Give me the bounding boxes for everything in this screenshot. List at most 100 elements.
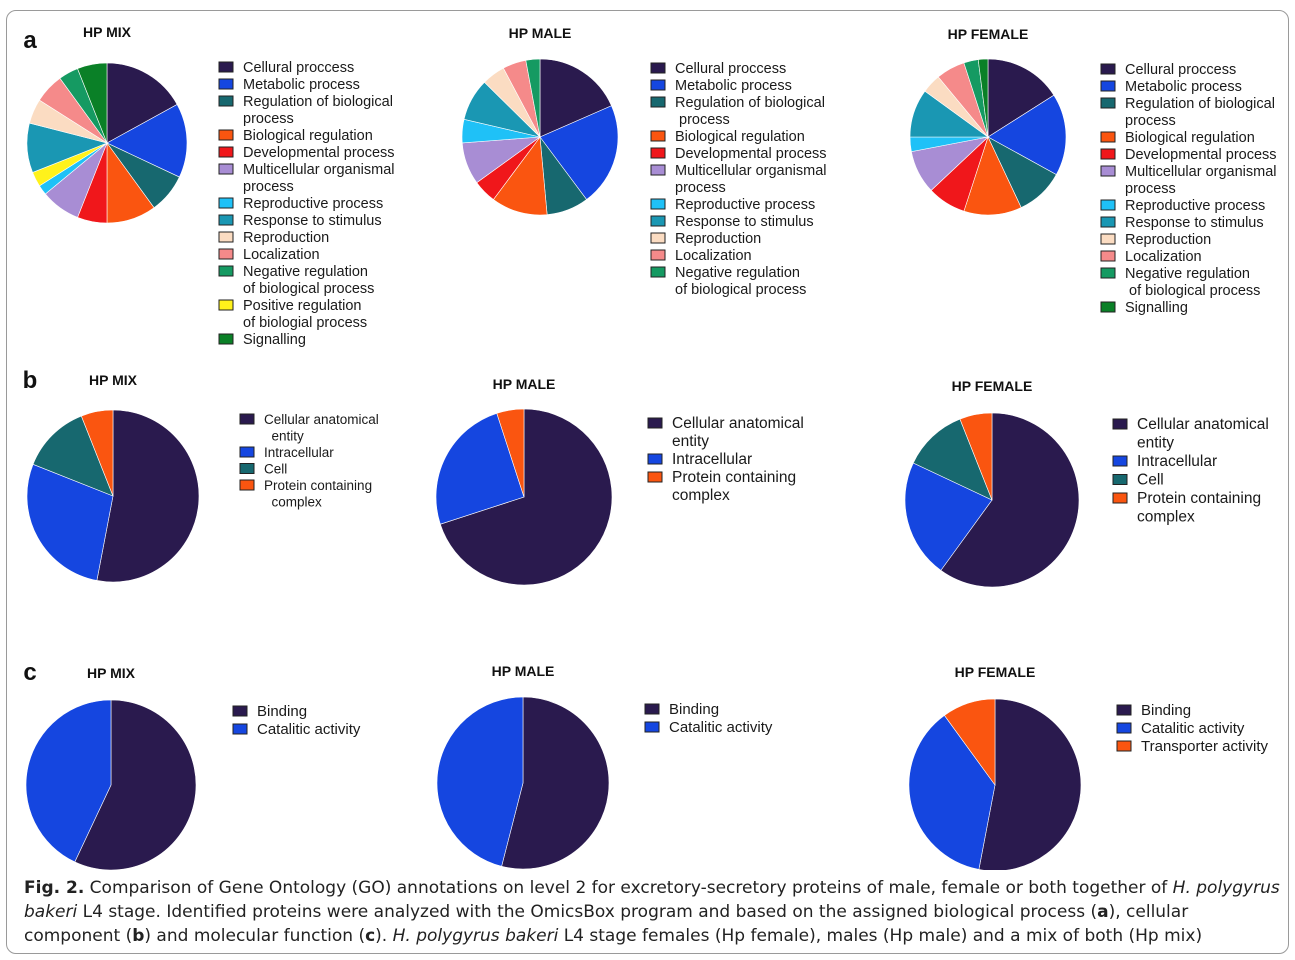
- caption-text: ) and molecular function (: [144, 926, 366, 946]
- legend-label: Protein containing: [672, 469, 796, 486]
- legend-swatch: [650, 198, 666, 210]
- caption-text: Comparison of Gene Ontology (GO) annotat…: [84, 878, 1173, 898]
- legend-label: Reproductive process: [243, 196, 383, 212]
- legend-swatch: [218, 299, 234, 311]
- pie-slice: [539, 105, 619, 200]
- chart-title: HP MALE: [509, 25, 572, 41]
- caption-panel-ref: b: [132, 926, 145, 946]
- legend-label: of biologial process: [243, 315, 367, 331]
- caption-panel-ref: a: [1097, 902, 1109, 922]
- legend-label: Cell: [264, 462, 287, 477]
- legend-swatch: [232, 723, 248, 735]
- pie-slice: [912, 418, 993, 501]
- legend-label: Reproduction: [675, 231, 761, 247]
- legend-swatch: [650, 62, 666, 74]
- legend-label: complex: [264, 495, 322, 510]
- legend-swatch: [218, 129, 234, 141]
- chart-title: HP MALE: [492, 663, 555, 679]
- legend-swatch: [1100, 216, 1116, 228]
- legend-label: Multicellular organismal: [675, 163, 827, 179]
- pie-slice: [435, 412, 525, 525]
- legend-swatch: [1100, 80, 1116, 92]
- legend-swatch: [239, 463, 255, 474]
- pie-slice: [96, 409, 200, 583]
- legend-label: process: [243, 111, 294, 127]
- legend-swatch: [218, 231, 234, 243]
- legend-swatch: [1116, 704, 1132, 716]
- pie-slice: [987, 58, 1055, 138]
- legend-label: complex: [672, 487, 730, 504]
- legend-label: complex: [1137, 509, 1195, 526]
- pie-slice: [977, 58, 989, 138]
- legend-swatch: [239, 413, 255, 425]
- legend-label: Signalling: [243, 332, 306, 348]
- legend-label: Negative regulation: [243, 264, 368, 280]
- legend-label: process: [675, 112, 730, 128]
- caption-label: Fig. 2.: [24, 878, 85, 898]
- legend-swatch: [239, 446, 255, 458]
- legend-label: Biological regulation: [243, 128, 373, 144]
- legend-label: entity: [672, 433, 709, 450]
- legend-swatch: [647, 417, 663, 429]
- pie-slice: [978, 698, 1082, 870]
- pie-slice: [525, 58, 541, 138]
- legend-label: Regulation of biological: [1125, 96, 1275, 112]
- legend-label: Protein containing: [264, 478, 372, 493]
- panel-letter-a: a: [23, 27, 37, 54]
- legend-label: process: [243, 179, 294, 195]
- legend-label: Metabolic process: [675, 78, 792, 94]
- legend-label: Transporter activity: [1141, 738, 1268, 755]
- legend-label: Regulation of biological: [243, 94, 393, 110]
- legend-label: Localization: [675, 248, 752, 264]
- legend-swatch: [232, 705, 248, 717]
- legend-label: Protein containing: [1137, 490, 1261, 507]
- legend-swatch: [650, 232, 666, 244]
- caption-text: L4 stage. Identified proteins were analy…: [77, 902, 1098, 922]
- legend-label: Binding: [1141, 702, 1191, 719]
- pie-slice: [25, 699, 112, 863]
- legend-label: Reproduction: [243, 230, 329, 246]
- legend-swatch: [1116, 740, 1132, 752]
- legend-swatch: [650, 215, 666, 227]
- legend-label: Catalitic activity: [669, 719, 773, 736]
- legend-label: Intracellular: [672, 451, 752, 468]
- legend-label: Biological regulation: [1125, 130, 1255, 146]
- legend-label: Response to stimulus: [1125, 215, 1264, 231]
- legend-label: Cellular anatomical: [672, 415, 804, 432]
- legend-label: Cellural proccess: [1125, 62, 1236, 78]
- chart-title: HP FEMALE: [955, 664, 1036, 680]
- legend-swatch: [218, 248, 234, 260]
- legend-label: Intracellular: [1137, 453, 1217, 470]
- caption-panel-ref: c: [365, 926, 376, 946]
- legend-swatch: [650, 164, 666, 176]
- legend-label: Multicellular organismal: [1125, 164, 1277, 180]
- legend-label: entity: [264, 429, 304, 444]
- legend-label: Multicellular organismal: [243, 162, 395, 178]
- legend-label: Regulation of biological: [675, 95, 825, 111]
- pie-slice: [106, 104, 188, 178]
- pie-slice: [80, 409, 114, 497]
- legend-swatch: [650, 96, 666, 108]
- pie-slice: [26, 463, 114, 581]
- legend-swatch: [644, 721, 660, 733]
- chart-title: HP MIX: [87, 665, 136, 681]
- legend-swatch: [218, 163, 234, 175]
- legend-label: of biological process: [1125, 283, 1260, 299]
- caption-text: L4 stage females (Hp female), males (Hp …: [558, 926, 1203, 946]
- legend-label: entity: [1137, 435, 1174, 452]
- legend-label: Catalitic activity: [1141, 720, 1245, 737]
- pie-chart-b-hp-male: HP MALE Cellular anatomicalentityIntracel…: [435, 376, 804, 586]
- legend-label: Cellular anatomical: [264, 412, 379, 427]
- legend-label: Biological regulation: [675, 129, 805, 145]
- legend-swatch: [650, 130, 666, 142]
- legend-swatch: [647, 471, 663, 483]
- legend-swatch: [218, 265, 234, 277]
- pie-slice: [959, 412, 993, 501]
- pie-slice: [32, 415, 114, 497]
- caption-text: ), cellular component (: [24, 902, 1189, 946]
- legend-label: Catalitic activity: [257, 721, 361, 738]
